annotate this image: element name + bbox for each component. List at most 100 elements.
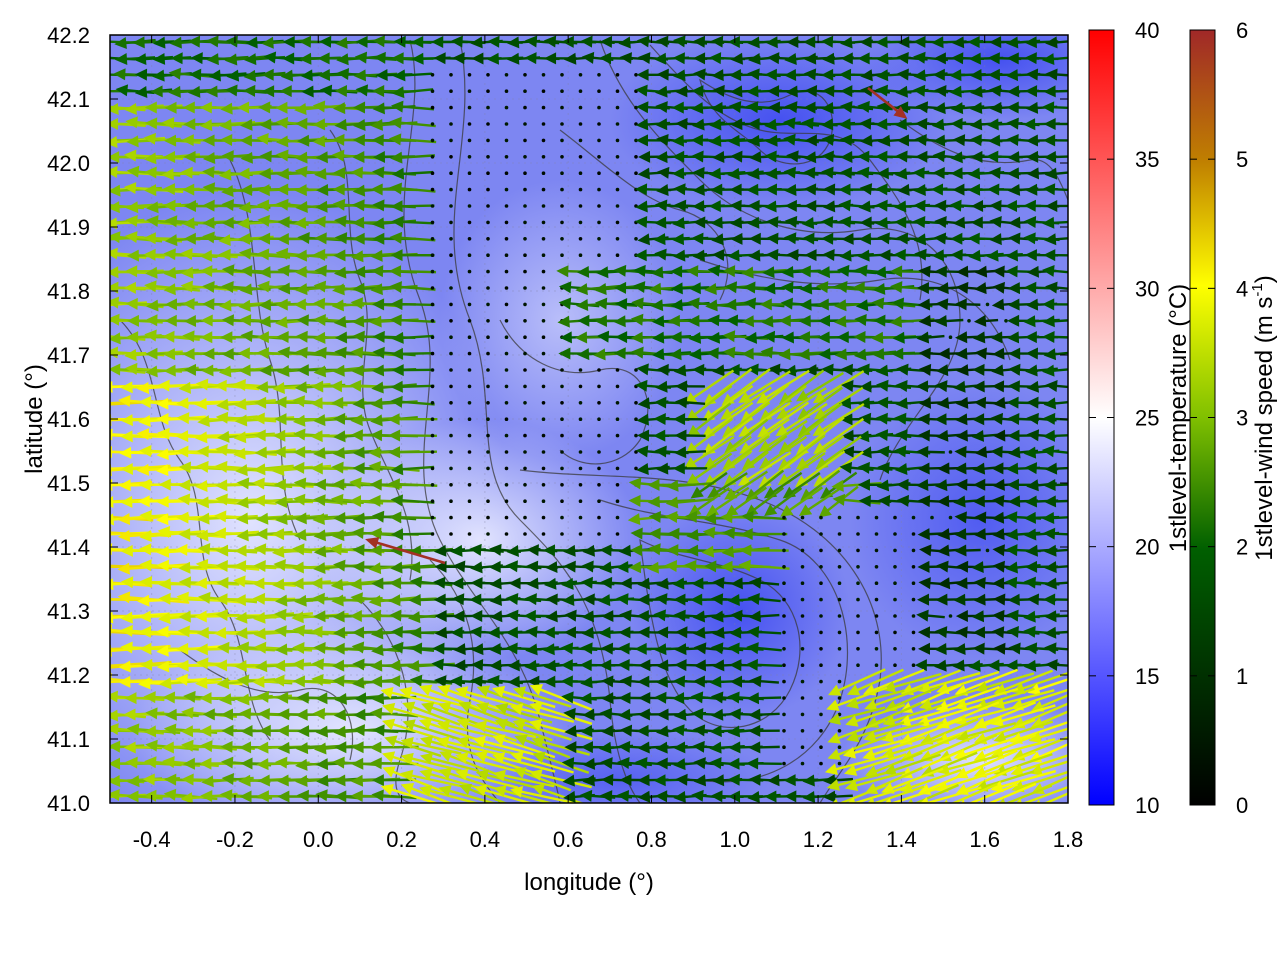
wind-vector-head [513, 767, 527, 779]
wind-vector-head [202, 708, 215, 721]
wind-vector-head [783, 133, 796, 146]
wind-vector-head [506, 36, 520, 49]
wind-vector-head [456, 736, 470, 749]
wind-vector [467, 220, 472, 225]
wind-colorbar-label-sup: -1 [1249, 283, 1266, 296]
wind-vector [597, 155, 601, 159]
wind-vector-head [1004, 576, 1018, 589]
wind-vector-head [276, 167, 290, 180]
wind-vector-head [123, 741, 136, 754]
wind-vector [560, 204, 564, 208]
wind-vector-head [294, 265, 307, 278]
wind-vector-head [987, 68, 1000, 81]
wind-vector [913, 783, 960, 803]
wind-vector-head [918, 577, 931, 590]
wind-vector-head [709, 725, 722, 738]
wind-vector-head [841, 429, 854, 442]
wind-vector [504, 155, 509, 159]
wind-vector-head [1007, 495, 1021, 508]
wind-vector [449, 483, 453, 487]
wind-vector-head [749, 675, 762, 688]
wind-vector [504, 384, 509, 389]
wind-vector [430, 237, 435, 241]
wind-vector-head [628, 477, 642, 490]
colorbar-tick-label: 20 [1135, 535, 1159, 560]
wind-vector-head [581, 51, 595, 64]
wind-vector-head [656, 68, 669, 81]
wind-vector-head [601, 675, 614, 688]
wind-vector-head [876, 479, 890, 492]
wind-vector-head [195, 643, 208, 656]
x-axis-title: longitude (°) [524, 869, 654, 896]
wind-vector-head [1007, 282, 1021, 295]
wind-vector-head [138, 625, 152, 638]
wind-vector [800, 597, 805, 602]
wind-vector [782, 630, 786, 635]
wind-vector-head [579, 789, 593, 802]
wind-vector-head [822, 248, 835, 261]
wind-vector-head [391, 52, 404, 65]
wind-vector-head [525, 643, 538, 656]
wind-vector-head [391, 364, 404, 377]
wind-vector [531, 703, 593, 725]
wind-vector-head [691, 708, 704, 721]
wind-vector-head [123, 281, 136, 294]
wind-vector-head [1045, 658, 1058, 671]
wind-vector [523, 319, 527, 323]
wind-vector-head [275, 594, 288, 607]
wind-vector-head [992, 347, 1005, 360]
wind-vector-head [214, 510, 227, 523]
wind-vector [837, 663, 842, 667]
wind-vector-head [196, 496, 209, 509]
wind-vector-head [1006, 52, 1019, 65]
wind-vector [467, 286, 472, 290]
wind-vector-head [1044, 561, 1057, 574]
wind-vector-head [315, 151, 328, 164]
wind-vector [541, 368, 546, 372]
wind-vector-head [256, 690, 270, 703]
wind-vector-head [599, 576, 613, 589]
wind-vector-head [313, 447, 326, 460]
wind-vector-head [691, 85, 704, 98]
wind-vector [449, 515, 453, 520]
wind-vector-head [372, 346, 385, 359]
wind-vector-head [199, 249, 213, 262]
wind-vector-head [353, 118, 366, 131]
wind-vector-head [238, 201, 252, 214]
wind-vector [467, 73, 472, 77]
wind-vector-head [656, 363, 669, 376]
wind-vector-head [333, 266, 347, 279]
wind-vector-head [935, 364, 949, 377]
wind-vector [486, 351, 490, 356]
wind-vector-head [296, 314, 309, 327]
wind-vector [828, 686, 888, 710]
wind-vector-head [176, 642, 189, 655]
wind-vector [856, 565, 860, 569]
wind-vector-head [333, 512, 346, 525]
wind-vector-head [655, 35, 669, 48]
wind-vector-head [240, 725, 253, 738]
wind-vector-head [252, 477, 265, 490]
wind-vector [597, 401, 601, 405]
wind-vector-head [532, 751, 546, 764]
wind-vector-head [238, 232, 251, 245]
wind-vector [515, 720, 572, 741]
wind-vector [800, 696, 805, 700]
wind-vector-head [820, 118, 834, 131]
wind-vector [782, 597, 786, 602]
wind-vector-head [1024, 642, 1038, 655]
wind-vector-head [655, 675, 668, 688]
wind-vector-head [846, 730, 860, 743]
wind-vector-head [409, 642, 423, 655]
wind-vector [467, 368, 472, 372]
wind-vector [578, 105, 583, 110]
wind-vector [883, 767, 944, 793]
wind-vector-head [729, 216, 743, 229]
wind-vector-head [728, 101, 742, 113]
wind-vector-head [635, 118, 649, 131]
wind-vector [796, 450, 846, 487]
wind-vector-head [637, 52, 651, 65]
wind-vector-head [310, 397, 323, 410]
wind-vector-head [331, 396, 344, 409]
wind-vector-head [973, 577, 986, 590]
